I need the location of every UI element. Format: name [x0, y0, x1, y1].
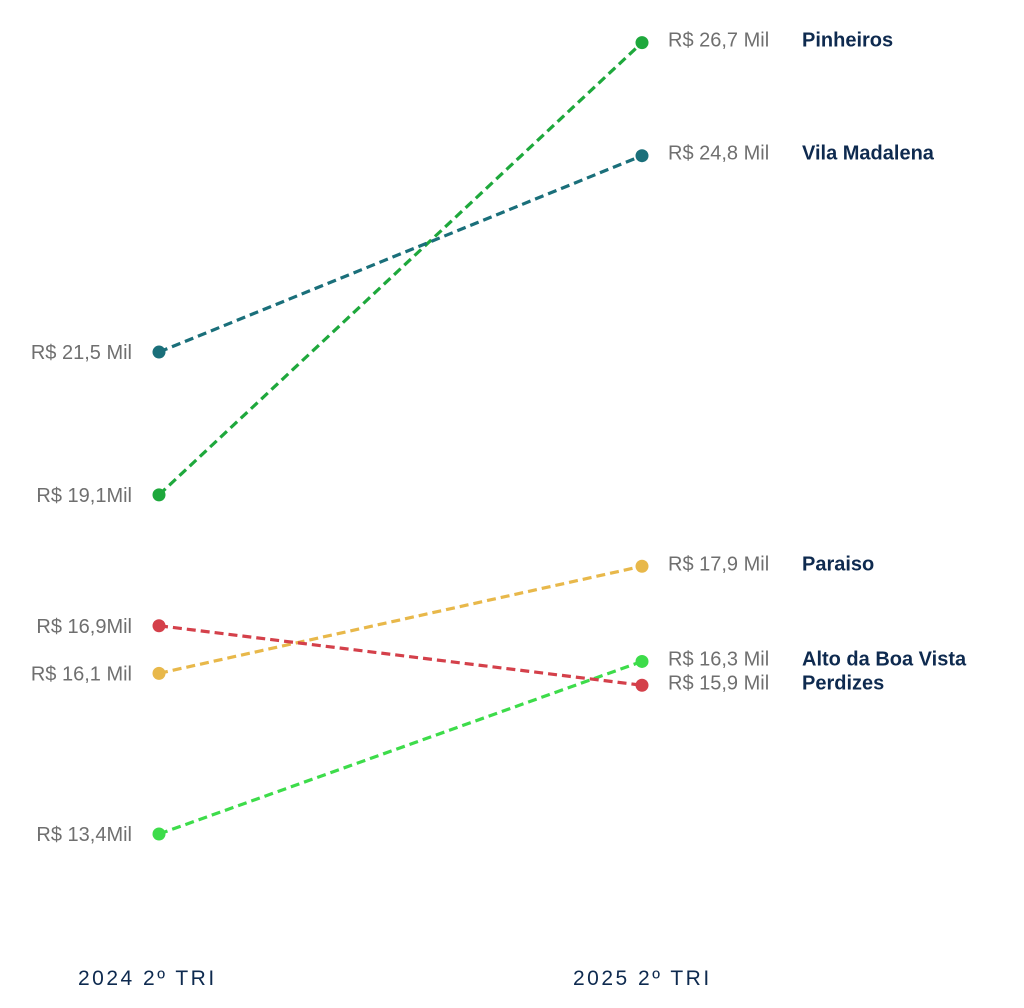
vila-madalena-point-start: [152, 345, 166, 359]
perdizes-point-start: [152, 619, 166, 633]
series-points: [152, 36, 649, 841]
pinheiros-name: Pinheiros: [802, 30, 893, 52]
perdizes-name: Perdizes: [802, 672, 884, 694]
period-label-0: 2024 2º TRI: [78, 967, 217, 990]
alto-da-boa-vista-point-end: [635, 654, 649, 668]
vila-madalena-line: [158, 154, 643, 354]
alto-da-boa-vista-value-end: R$ 16,3 Mil: [668, 648, 769, 670]
pinheiros-point-end: [635, 36, 649, 50]
perdizes-value-start: R$ 16,9Mil: [36, 616, 132, 638]
vila-madalena-value-start: R$ 21,5 Mil: [31, 342, 132, 364]
perdizes-point-end: [635, 678, 649, 692]
period-axis: 2024 2º TRI 2025 2º TRI: [78, 967, 712, 990]
pinheiros-line: [157, 41, 644, 497]
paraiso-value-end: R$ 17,9 Mil: [668, 553, 769, 575]
perdizes-line: [158, 624, 643, 687]
paraiso-point-end: [635, 559, 649, 573]
alto-da-boa-vista-value-start: R$ 13,4Mil: [36, 824, 132, 846]
paraiso-value-start: R$ 16,1 Mil: [31, 663, 132, 685]
alto-da-boa-vista-line: [158, 659, 643, 836]
paraiso-line: [158, 564, 643, 675]
paraiso-point-start: [152, 666, 166, 680]
series-lines: [157, 41, 644, 836]
series-names: Pinheiros Vila Madalena Paraiso Alto da Boa…: [802, 30, 967, 695]
pinheiros-value-start: R$ 19,1Mil: [36, 485, 132, 507]
vila-madalena-name: Vila Madalena: [802, 143, 935, 165]
pinheiros-point-start: [152, 488, 166, 502]
alto-da-boa-vista-point-start: [152, 827, 166, 841]
period-label-1: 2025 2º TRI: [573, 967, 712, 990]
vila-madalena-value-end: R$ 24,8 Mil: [668, 143, 769, 165]
value-labels: R$ 19,1Mil R$ 26,7 Mil R$ 21,5 Mil R$ 24,8 …: [31, 30, 769, 846]
vila-madalena-point-end: [635, 149, 649, 163]
paraiso-name: Paraiso: [802, 553, 874, 575]
pinheiros-value-end: R$ 26,7 Mil: [668, 30, 769, 52]
perdizes-value-end: R$ 15,9 Mil: [668, 672, 769, 694]
alto-da-boa-vista-name: Alto da Boa Vista: [802, 648, 967, 670]
